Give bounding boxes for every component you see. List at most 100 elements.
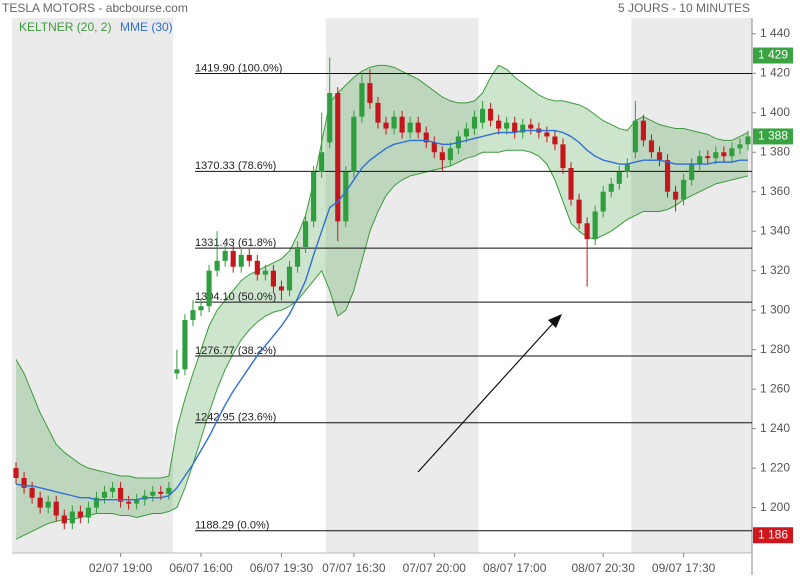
candle-body — [343, 171, 349, 222]
candle-body — [391, 116, 397, 129]
candle-body — [101, 491, 108, 498]
trend-arrow — [417, 319, 557, 473]
candle-body — [640, 120, 646, 141]
price-tag — [753, 128, 793, 145]
fib-label: 1370.33 (78.6%) — [195, 160, 276, 172]
candle-body — [262, 270, 268, 275]
candle-body — [544, 132, 550, 137]
candle-body — [359, 83, 365, 117]
candle-body — [568, 168, 574, 200]
candle-body — [713, 152, 719, 159]
candle-body — [721, 152, 727, 157]
candle-body — [552, 136, 558, 145]
chart-title: TESLA MOTORS - abcbourse.com — [2, 1, 188, 15]
session-band — [12, 18, 173, 553]
x-tick-label: 07/07 20:00 — [403, 561, 467, 575]
candle-body — [311, 171, 317, 222]
candle-body — [673, 191, 679, 200]
candle-body — [134, 499, 140, 504]
candle-body — [737, 144, 743, 149]
candle-body — [278, 286, 285, 291]
x-tick-label: 06/07 16:00 — [169, 561, 233, 575]
candle-body — [77, 511, 83, 518]
y-tick-label: 1 300 — [760, 302, 790, 316]
session-band — [631, 18, 752, 553]
candle-body — [69, 511, 75, 524]
candle-body — [93, 497, 100, 508]
fib-label: 1242.95 (23.6%) — [195, 412, 276, 424]
candle-body — [303, 221, 309, 248]
candle-body — [488, 108, 494, 121]
candle-body — [61, 515, 67, 524]
candle-body — [608, 183, 614, 192]
x-tick-label: 08/07 20:30 — [571, 561, 635, 575]
candle-body — [560, 144, 566, 169]
candle-body — [158, 491, 164, 494]
legend-keltner: KELTNER (20, 2) — [19, 20, 111, 34]
y-tick-label: 1 400 — [760, 105, 790, 119]
candle-body — [214, 260, 220, 271]
candle-body — [270, 270, 276, 287]
fib-label: 1419.90 (100.0%) — [195, 62, 282, 74]
candle-body — [447, 148, 453, 161]
fib-label: 1188.29 (0.0%) — [195, 520, 269, 532]
candle-body — [681, 179, 687, 200]
candle-body — [431, 142, 437, 153]
x-tick-label: 09/07 17:30 — [652, 561, 716, 575]
y-tick-label: 1 280 — [760, 342, 790, 356]
candle-body — [624, 164, 630, 172]
candle-body — [294, 247, 301, 267]
candle-body — [664, 160, 671, 192]
candle-body — [697, 156, 703, 165]
candle-body — [745, 136, 751, 145]
candle-body — [53, 501, 59, 516]
keltner-lower — [15, 149, 749, 540]
candle-body — [496, 120, 502, 129]
candle-body — [174, 369, 180, 374]
arrow-head — [548, 314, 562, 328]
keltner-band — [16, 65, 748, 540]
candle-body — [383, 122, 389, 129]
candle-body — [150, 491, 156, 496]
price-tag-label: 1 388 — [758, 129, 788, 143]
candle-body — [423, 132, 429, 143]
y-tick-label: 1 440 — [760, 26, 790, 40]
candle-body — [230, 250, 236, 267]
keltner-upper — [15, 64, 749, 479]
y-tick-label: 1 240 — [760, 421, 790, 435]
candle-body — [592, 211, 598, 240]
fib-label: 1276.77 (38.2%) — [195, 345, 276, 357]
price-tag-label: 1 429 — [758, 48, 788, 62]
candle-body — [21, 477, 27, 488]
mme-line — [15, 129, 748, 501]
candle-body — [528, 124, 534, 129]
candle-body — [600, 191, 606, 212]
price-tag — [753, 47, 793, 64]
candle-body — [616, 171, 622, 184]
session-shading — [12, 18, 752, 553]
candle-body — [656, 152, 663, 161]
candle-body — [471, 116, 478, 129]
y-tick-label: 1 360 — [760, 184, 790, 198]
candle-body — [198, 306, 204, 311]
fib-label: 1331.43 (61.8%) — [195, 237, 276, 249]
candle-body — [689, 164, 695, 180]
candle-body — [335, 93, 341, 222]
candle-body — [166, 487, 172, 494]
legend-mme: MME (30) — [120, 20, 173, 34]
candle-body — [206, 270, 212, 307]
candle-body — [705, 156, 711, 159]
x-tick-label: 06/07 19:30 — [250, 561, 314, 575]
candle-body — [29, 487, 35, 498]
candle-body — [327, 93, 333, 143]
candle-body — [399, 116, 405, 133]
candle-body — [479, 108, 486, 123]
candle-body — [576, 199, 582, 224]
candle-body — [463, 128, 470, 137]
candle-body — [190, 310, 196, 321]
candle-body — [286, 266, 293, 291]
candle-body — [246, 254, 252, 261]
plot: 1 200 1 220 1 240 1 260 1 280 1 300 1 320 1 340… — [12, 18, 793, 575]
candle-body — [632, 120, 638, 153]
candle-body — [415, 122, 421, 133]
